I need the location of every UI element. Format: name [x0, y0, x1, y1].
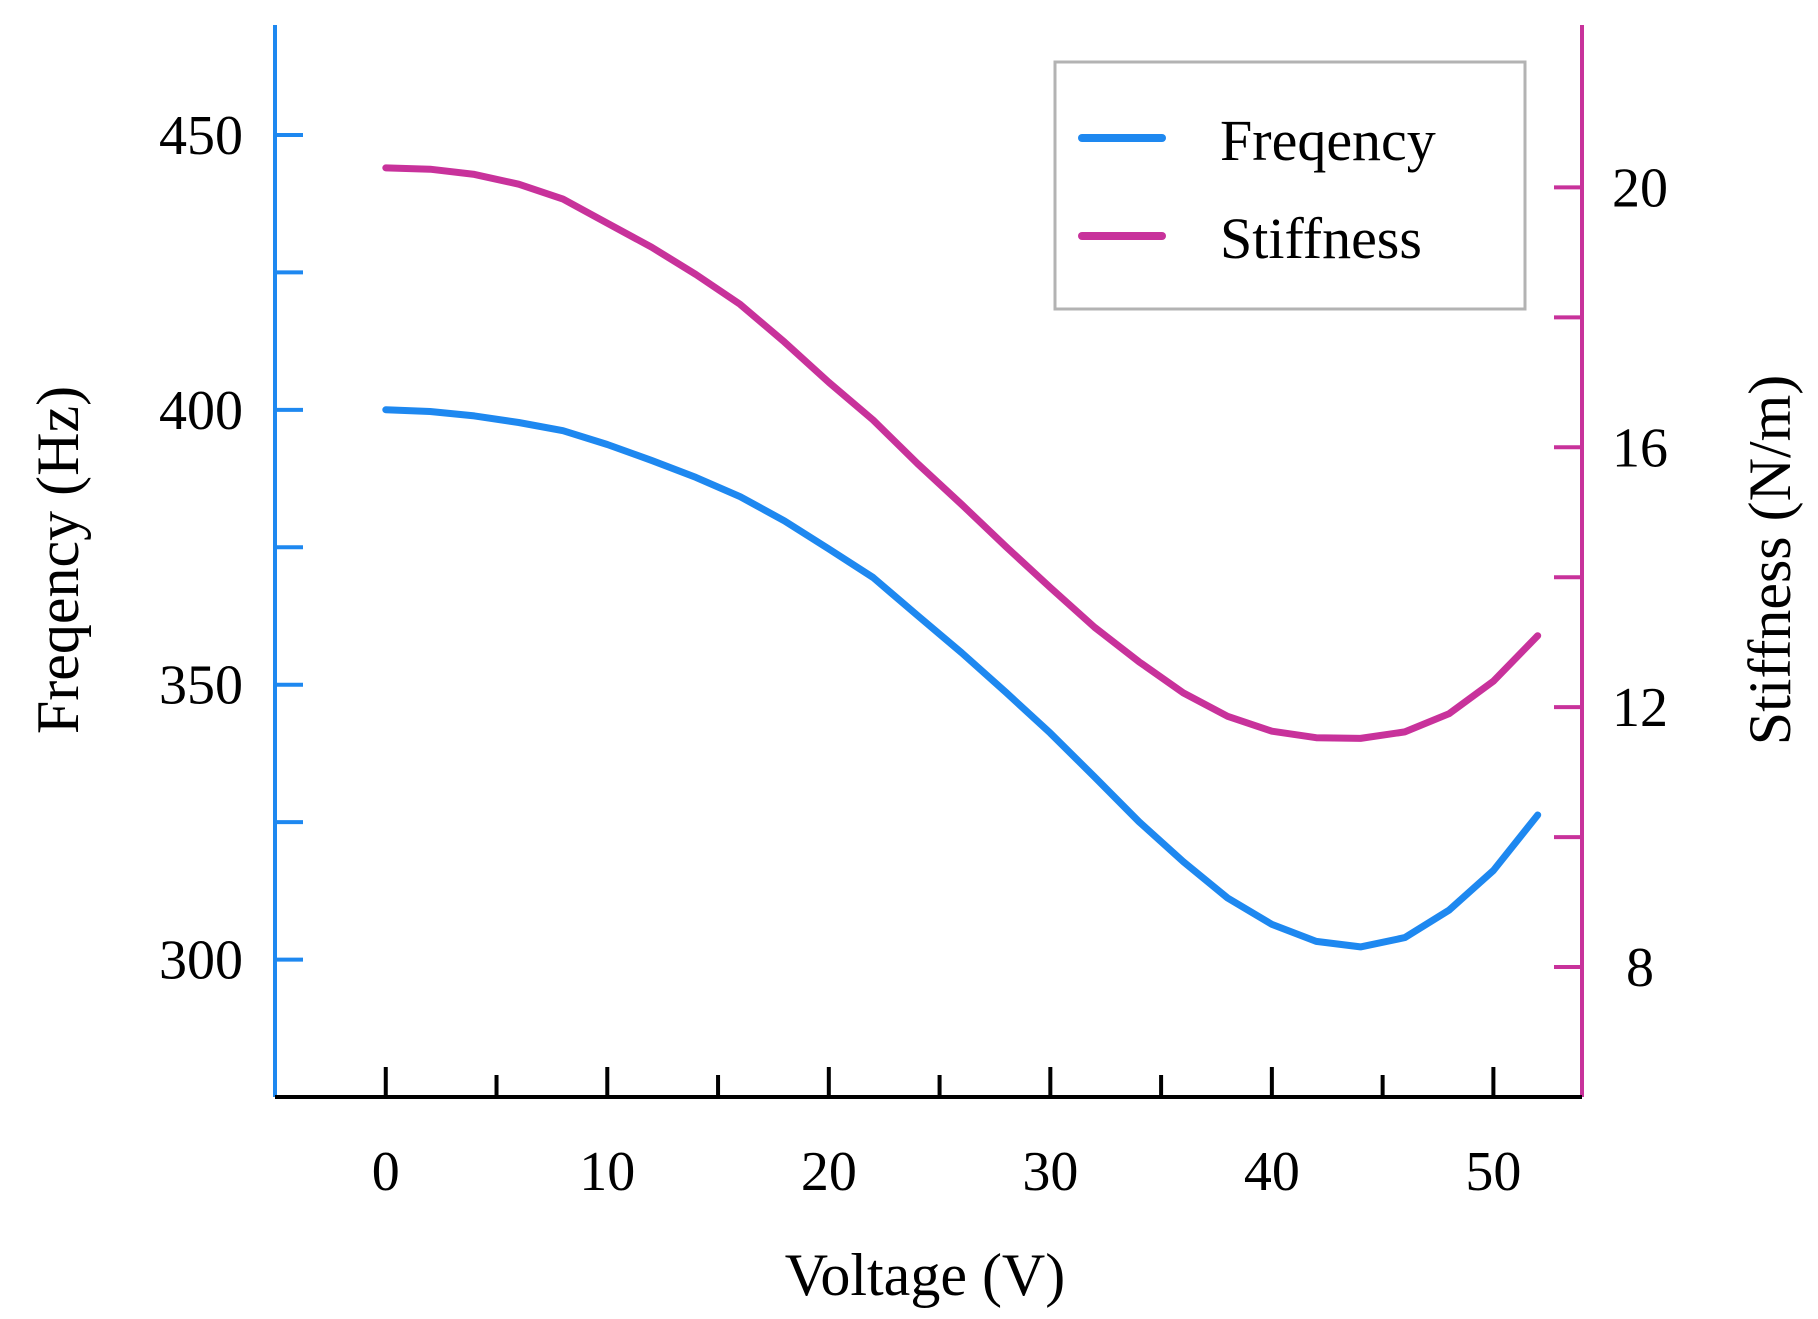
tick-labels: 0 10 20 30 40 50 300 350 400 450 8 12 16 20 [159, 105, 1668, 1203]
x-tick-label-50: 50 [1465, 1141, 1521, 1203]
legend-label-stiffness: Stiffness [1220, 206, 1422, 271]
series-line-stiffness [382, 164, 1542, 742]
x-tick-label-20: 20 [801, 1141, 857, 1203]
legend: Freqency Stiffness [1053, 60, 1527, 311]
y-left-tick-label-300: 300 [159, 930, 243, 992]
legend-box [1053, 60, 1527, 311]
y-right-tick-label-16: 16 [1612, 417, 1668, 479]
axes [273, 25, 1584, 1099]
y-left-tick-label-400: 400 [159, 380, 243, 442]
x-tick-label-0: 0 [372, 1141, 400, 1203]
y-left-tick-label-450: 450 [159, 105, 243, 167]
x-tick-label-40: 40 [1244, 1141, 1300, 1203]
x-tick-label-10: 10 [579, 1141, 635, 1203]
legend-label-frequency: Freqency [1220, 108, 1436, 173]
x-tick-label-30: 30 [1022, 1141, 1078, 1203]
series-layer [382, 164, 1542, 951]
y-right-tick-label-20: 20 [1612, 157, 1668, 219]
y-axis-right-title: Stiffness (N/m) [1737, 375, 1803, 746]
y-right-tick-label-12: 12 [1612, 677, 1668, 739]
series-line-freqency [382, 406, 1542, 951]
x-axis-title: Voltage (V) [785, 1242, 1066, 1308]
y-axis-left-title: Freqency (Hz) [25, 386, 91, 734]
y-right-tick-label-8: 8 [1626, 937, 1654, 999]
y-left-tick-label-350: 350 [159, 655, 243, 717]
